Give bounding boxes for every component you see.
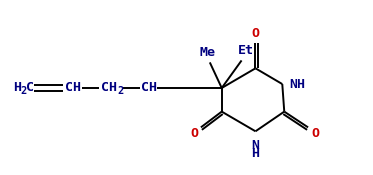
Text: NH: NH — [289, 78, 305, 90]
Text: H: H — [251, 147, 260, 160]
Text: N: N — [251, 139, 260, 152]
Text: O: O — [190, 127, 198, 140]
Text: CH: CH — [141, 82, 157, 95]
Text: CH: CH — [101, 82, 117, 95]
Text: 2: 2 — [117, 86, 124, 96]
Text: H: H — [13, 82, 21, 95]
Text: O: O — [251, 27, 260, 40]
Text: Et: Et — [238, 44, 254, 57]
Text: 2: 2 — [20, 86, 26, 96]
Text: CH: CH — [65, 82, 81, 95]
Text: Me: Me — [200, 46, 216, 59]
Text: O: O — [311, 127, 319, 140]
Text: C: C — [26, 82, 34, 95]
